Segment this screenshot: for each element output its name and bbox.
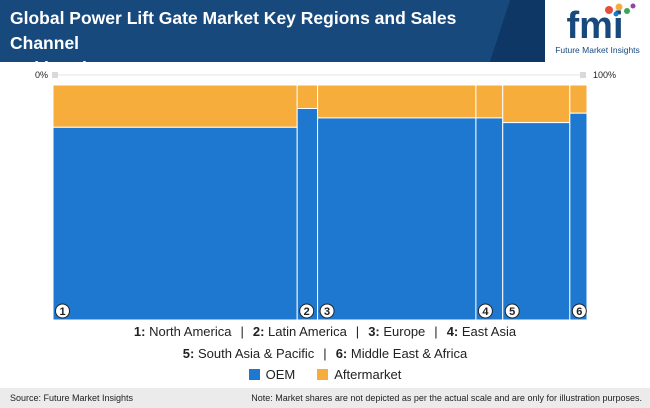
legend-item: 3: Europe [368,324,425,339]
fmi-logo: fmi Future Market Insights [545,0,650,62]
legend-item-number: 4: [446,324,459,339]
legend-item: 5: South Asia & Pacific [183,346,315,361]
aftermarket-bar-5 [502,84,571,124]
legend-item-name: East Asia [458,324,517,339]
region-legend-line-1: 1: North America | 2: Latin America | 3: Eur… [0,324,650,339]
axis-tick-min [52,72,58,78]
axis-label-max: 100% [593,70,616,80]
legend-item: 4: East Asia [447,324,516,339]
series-name: OEM [265,367,296,382]
legend-separator: | [323,346,327,361]
legend-item: 6: Middle East & Africa [336,346,468,361]
aftermarket-bar-1 [52,84,298,128]
source-text: Source: Future Market Insights [10,393,134,403]
axis-tick-max [580,72,586,78]
aftermarket-bar-3 [317,84,477,119]
legend-item: 1: North America [134,324,232,339]
svg-text:fmi: fmi [567,5,624,46]
legend-item-number: 3: [368,324,380,339]
series-name: Aftermarket [334,367,402,382]
axis-label-min: 0% [35,70,48,80]
column-badge-2: 2 [299,303,315,319]
chart-title: Global Power Lift Gate Market Key Region… [10,6,530,81]
column-number-1: 1 [59,306,65,318]
legend-separator: | [240,324,244,339]
logo-tagline: Future Market Insights [555,45,640,55]
column-badge-5: 5 [504,303,520,319]
column-badge-3: 3 [319,303,335,319]
oem-bar-5 [502,122,571,320]
series-legend-item: OEM [248,367,296,382]
series-legend: OEM Aftermarket [0,367,650,382]
title-line-1: Global Power Lift Gate Market Key Region… [10,8,457,53]
series-legend-item: Aftermarket [317,367,401,382]
region-legend-line-2: 5: South Asia & Pacific | 6: Middle East &… [0,346,650,361]
column-badge-6: 6 [571,303,587,319]
column-number-6: 6 [576,306,582,318]
series-swatch [317,369,329,380]
legend-item-name: Europe [379,324,426,339]
footer: Source: Future Market Insights Note: Mar… [0,388,650,408]
legend-item-number: 1: [133,324,146,339]
oem-bar-2 [296,108,319,320]
legend-item: 2: Latin America [253,324,347,339]
legend-item-number: 2: [252,324,265,339]
header-banner: Global Power Lift Gate Market Key Region… [0,0,650,78]
legend-item-name: North America [145,324,232,339]
aftermarket-bar-2 [296,84,319,109]
legend-separator: | [434,324,438,339]
column-number-4: 4 [482,306,489,318]
column-number-2: 2 [304,306,310,318]
legend-item-name: Middle East & Africa [347,346,468,361]
fmi-logo-mark-icon: fmi [567,3,636,46]
series-swatch [248,369,260,380]
title-line-2: Mekko Chart, 2020 [10,58,164,78]
legend-item-name: Latin America [264,324,347,339]
note-text: Note: Market shares are not depicted as … [251,393,642,403]
legend-separator: | [355,324,360,339]
mekko-chart: 0% 100% 1 2 3 4 5 6 [35,70,616,320]
oem-bar-6 [569,112,588,320]
oem-bar-4 [475,117,504,320]
column-badge-4: 4 [477,303,493,319]
aftermarket-bar-6 [569,84,588,114]
legend-item-number: 6: [335,346,348,361]
legend-item-name: South Asia & Pacific [194,346,315,361]
column-number-5: 5 [509,306,515,318]
column-badge-1: 1 [55,303,70,319]
legend-item-number: 5: [182,346,195,361]
column-number-3: 3 [324,306,330,318]
oem-bar-1 [52,126,298,320]
oem-bar-3 [317,117,477,320]
aftermarket-bar-4 [475,84,504,119]
